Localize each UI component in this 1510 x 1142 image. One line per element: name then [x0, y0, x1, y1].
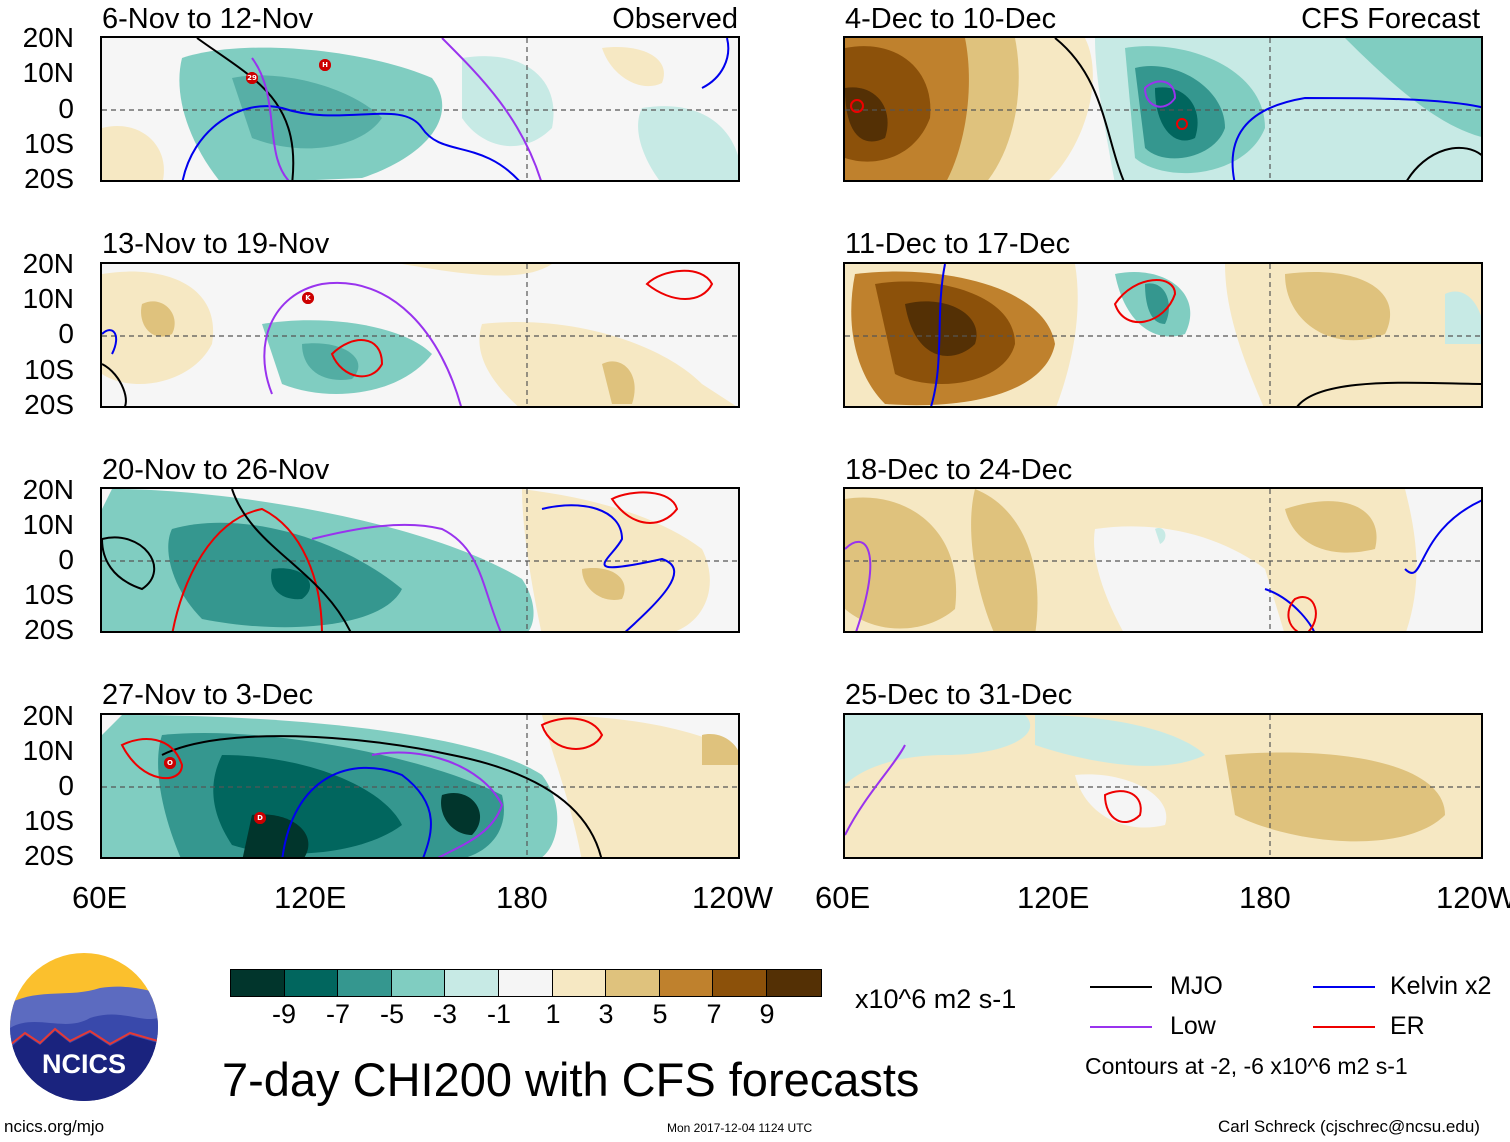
lat-label: 0: [58, 544, 74, 575]
storm-marker: 29: [246, 72, 258, 84]
colorbar-swatch: [391, 970, 446, 996]
map-panel-obs-3: [100, 487, 740, 633]
legend-label-low: Low: [1170, 1012, 1216, 1040]
map-panel-fc-4: [843, 713, 1483, 859]
panel-title-fc-3: 18-Dec to 24-Dec: [845, 454, 1073, 486]
lon-label-right-60e: 60E: [815, 880, 871, 915]
legend-label-er: ER: [1390, 1012, 1425, 1040]
lon-label-left-60e: 60E: [72, 880, 128, 915]
lat-label: 10N: [22, 57, 74, 88]
author-credit: Carl Schreck (cjschrec@ncsu.edu): [1218, 1117, 1480, 1136]
timestamp: Mon 2017-12-04 1124 UTC: [667, 1121, 813, 1135]
storm-marker: H: [319, 59, 331, 71]
lat-label: 20S: [24, 840, 74, 871]
colorbar-tick: -9: [271, 999, 296, 1029]
lat-label: 20N: [22, 248, 74, 279]
lon-label-right-180: 180: [1239, 880, 1291, 915]
lat-label: 10S: [24, 579, 74, 610]
lat-label: 0: [58, 770, 74, 801]
panel-title-obs-4: 27-Nov to 3-Dec: [102, 679, 314, 711]
legend-line-mjo: [1090, 986, 1152, 988]
colorbar-swatch: [552, 970, 607, 996]
lat-label: 20S: [24, 163, 74, 194]
colorbar-tick: 9: [759, 999, 775, 1029]
colorbar-tick: -5: [379, 999, 404, 1029]
lat-label: 10N: [22, 509, 74, 540]
lat-label: 20N: [22, 22, 74, 53]
lat-label: 10S: [24, 354, 74, 385]
legend-line-kelvin: [1313, 986, 1375, 988]
lat-label: 20S: [24, 614, 74, 645]
lat-label: 10S: [24, 128, 74, 159]
colorbar-swatch: [284, 970, 339, 996]
lon-label-right-120e: 120E: [1017, 880, 1090, 915]
main-title: 7-day CHI200 with CFS forecasts: [222, 1053, 920, 1106]
map-panel-fc-3: [843, 487, 1483, 633]
map-panel-fc-2: [843, 262, 1483, 408]
lat-label: 10N: [22, 283, 74, 314]
colorbar-tick: -3: [432, 999, 457, 1029]
map-panel-fc-1: [843, 36, 1483, 182]
colorbar-tick: -7: [325, 999, 350, 1029]
lat-label: 20S: [24, 389, 74, 420]
panel-title-fc-2: 11-Dec to 17-Dec: [845, 228, 1071, 260]
colorbar-tick: -1: [486, 999, 511, 1029]
colorbar-tick: 7: [706, 999, 722, 1029]
lon-label-right-120w: 120W: [1436, 880, 1510, 915]
legend-line-er: [1313, 1026, 1375, 1028]
colorbar: [230, 969, 822, 997]
storm-marker: K: [302, 292, 314, 304]
lat-label: 10S: [24, 805, 74, 836]
lon-label-left-120w: 120W: [692, 880, 773, 915]
colorbar-swatch: [766, 970, 821, 996]
colorbar-swatch: [445, 970, 499, 996]
legend-label-mjo: MJO: [1170, 972, 1223, 1000]
panel-title-obs-3: 20-Nov to 26-Nov: [102, 454, 330, 486]
legend-label-kelvin: Kelvin x2: [1390, 972, 1492, 1000]
lat-label: 20N: [22, 474, 74, 505]
panel-title-fc-1: 4-Dec to 10-Dec: [845, 3, 1057, 35]
lat-label: 0: [58, 93, 74, 124]
observed-tag: Observed: [612, 3, 738, 35]
ncics-logo: NCICS: [10, 953, 158, 1101]
colorbar-tick: 5: [652, 999, 668, 1029]
colorbar-swatch: [606, 970, 660, 996]
panel-title-obs-1: 6-Nov to 12-Nov: [102, 3, 314, 35]
colorbar-swatch: [338, 970, 392, 996]
panel-title-fc-4: 25-Dec to 31-Dec: [845, 679, 1073, 711]
map-panel-obs-2: K: [100, 262, 740, 408]
logo-text: NCICS: [41, 1049, 126, 1079]
lon-label-left-180: 180: [496, 880, 548, 915]
colorbar-swatch: [498, 970, 553, 996]
source-link[interactable]: ncics.org/mjo: [4, 1117, 105, 1136]
contour-note: Contours at -2, -6 x10^6 m2 s-1: [1085, 1053, 1408, 1079]
lat-label: 20N: [22, 700, 74, 731]
colorbar-tick: 3: [598, 999, 614, 1029]
storm-marker: O: [164, 757, 176, 769]
map-panel-obs-1: 29 H: [100, 36, 740, 182]
forecast-tag: CFS Forecast: [1301, 3, 1480, 35]
panel-title-obs-2: 13-Nov to 19-Nov: [102, 228, 330, 260]
colorbar-swatch: [659, 970, 714, 996]
lat-label: 10N: [22, 735, 74, 766]
colorbar-swatch: [713, 970, 767, 996]
legend-line-low: [1090, 1026, 1152, 1028]
colorbar-tick: 1: [545, 999, 561, 1029]
storm-marker: D: [254, 812, 266, 824]
colorbar-swatch: [231, 970, 285, 996]
lat-label: 0: [58, 318, 74, 349]
colorbar-units: x10^6 m2 s-1: [855, 984, 1017, 1014]
lon-label-left-120e: 120E: [274, 880, 347, 915]
